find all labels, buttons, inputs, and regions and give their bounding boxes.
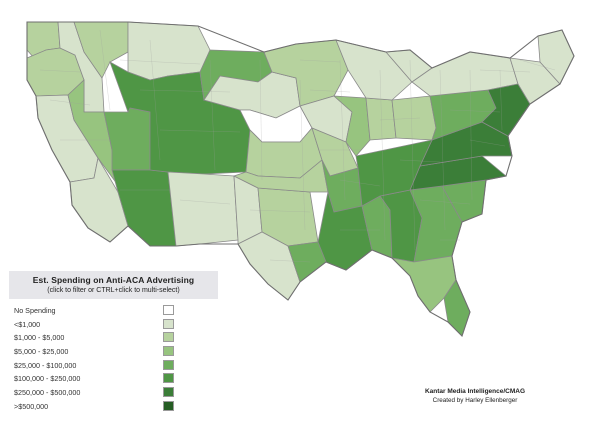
legend-item-label: No Spending — [14, 306, 56, 315]
legend-item-label: $100,000 - $250,000 — [14, 374, 81, 384]
legend: No Spending <$1,000 $1,000 - $5,000 $5,0… — [14, 305, 179, 415]
legend-item-under-1000[interactable]: <$1,000 — [14, 318, 179, 333]
county-border-line — [249, 209, 311, 213]
legend-item-label: $25,000 - $100,000 — [14, 360, 77, 370]
county-border-line — [449, 109, 501, 113]
legend-swatch[interactable] — [163, 346, 174, 357]
credit-author: Created by Harley Ellenberger — [432, 397, 518, 404]
map-region-kentucky-tennessee[interactable] — [355, 139, 433, 207]
county-border-line — [259, 59, 263, 181]
county-border-line — [499, 69, 503, 131]
county-border-line — [159, 129, 241, 133]
legend-swatch[interactable] — [163, 305, 174, 315]
legend-item-label: >$500,000 — [14, 401, 49, 411]
county-border-line — [149, 39, 161, 161]
county-border-line — [479, 69, 531, 73]
legend-item-250000-500000[interactable]: $250,000 - $500,000 — [14, 387, 179, 401]
county-border-line — [299, 79, 306, 231]
county-border-line — [99, 29, 111, 111]
legend-item-100000-250000[interactable]: $100,000 - $250,000 — [14, 373, 179, 387]
legend-item-over-500000[interactable]: >$500,000 — [14, 400, 179, 415]
county-border-line — [309, 89, 351, 93]
legend-title: Est. Spending on Anti-ACA Advertising — [32, 275, 195, 285]
county-border-line — [119, 59, 201, 65]
county-border-line — [419, 199, 471, 205]
us-national-outline — [26, 21, 575, 338]
county-border-line — [179, 199, 231, 205]
legend-item-5000-25000[interactable]: $5,000 - $25,000 — [14, 346, 179, 360]
legend-swatch[interactable] — [163, 332, 174, 343]
legend-item-1000-5000[interactable]: $1,000 - $5,000 — [14, 332, 179, 346]
county-border-line — [299, 59, 341, 63]
county-border-line — [379, 117, 421, 121]
legend-swatch[interactable] — [163, 387, 174, 398]
county-border-line — [269, 259, 311, 263]
legend-header: Est. Spending on Anti-ACA Advertising (c… — [9, 271, 218, 299]
county-borders — [26, 21, 575, 338]
legend-swatch[interactable] — [163, 359, 174, 370]
legend-item-label: $250,000 - $500,000 — [14, 388, 81, 398]
map-regions[interactable] — [26, 21, 575, 337]
legend-swatch[interactable] — [163, 373, 174, 384]
county-border-line — [409, 59, 416, 251]
county-border-line — [469, 69, 473, 201]
county-border-line — [39, 69, 81, 73]
county-border-line — [439, 69, 446, 231]
legend-item-label: <$1,000 — [14, 319, 41, 329]
legend-swatch[interactable] — [163, 400, 174, 411]
county-border-line — [339, 59, 346, 201]
legend-item-no-spending[interactable]: No Spending — [14, 305, 179, 319]
legend-subtitle: (click to filter or CTRL+click to multi-… — [47, 287, 180, 294]
credit-source: Kantar Media Intelligence/CMAG — [424, 388, 526, 395]
legend-item-label: $5,000 - $25,000 — [14, 347, 69, 357]
county-border-line — [339, 179, 381, 187]
legend-swatch[interactable] — [163, 318, 174, 329]
map-region-montana-east[interactable] — [127, 21, 211, 81]
legend-item-label: $1,000 - $5,000 — [14, 333, 65, 343]
county-border-line — [519, 59, 556, 71]
county-border-line — [399, 159, 441, 163]
map-region-ohio[interactable] — [391, 95, 437, 141]
county-border-line — [209, 59, 216, 171]
county-border-line — [469, 139, 506, 147]
county-border-line — [49, 99, 91, 106]
county-border-line — [379, 69, 386, 241]
county-border-line — [139, 89, 231, 93]
legend-item-25000-100000[interactable]: $25,000 - $100,000 — [14, 359, 179, 374]
map-region-new-mexico[interactable] — [167, 171, 239, 247]
